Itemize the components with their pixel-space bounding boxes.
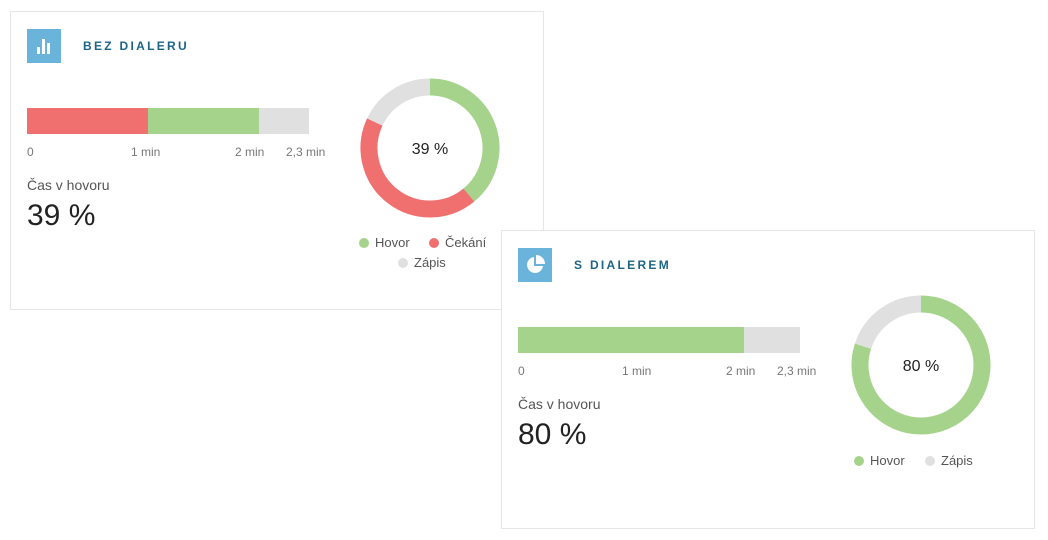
bar-segment-hovor [148,108,259,134]
legend-label: Čekání [445,235,487,250]
axis-tick: 1 min [131,145,161,159]
donut-center-label: 80 % [903,358,939,375]
legend-dot [854,455,864,466]
donut-center-label: 39 % [412,141,448,158]
donut-slice-zápis [854,295,922,350]
metric-label: Čas v hovoru [518,396,601,412]
legend-dot [398,257,408,268]
donut-slice-čekání [360,118,475,218]
legend-item-hovor: Hovor [359,235,410,250]
metric-value: 80 % [518,418,587,451]
legend-dot [429,237,439,248]
legend-item-cekani: Čekání [429,235,486,250]
donut-slice-hovor [851,295,991,435]
legend-item-zapis: Zápis [925,453,973,468]
axis-tick: 1 min [622,364,652,378]
axis-tick: 2,3 min [777,364,817,378]
card-s-dialerem: S DIALEREM 0 1 min 2 min 2,3 min Čas v h… [501,230,1035,529]
axis-tick: 2 min [726,364,756,378]
card-title: BEZ DIALERU [83,39,189,53]
legend-item-hovor: Hovor [854,453,905,468]
stacked-time-bar [27,108,309,134]
legend-label: Zápis [414,255,446,270]
bar-segment-zapis [258,108,309,134]
card-bez-dialeru: BEZ DIALERU 0 1 min 2 min 2,3 min Čas v … [10,11,544,310]
donut-chart: 80 % [851,295,991,435]
bar-chart-icon [27,29,61,63]
legend-label: Hovor [870,453,905,468]
metric-label: Čas v hovoru [27,177,110,193]
legend-item-zapis: Zápis [398,255,446,270]
legend-label: Hovor [375,235,410,250]
donut-slice-zápis [367,78,431,126]
legend-dot [359,237,369,248]
bar-segment-cekani [27,108,149,134]
legend-label: Zápis [941,453,973,468]
card-title: S DIALEREM [574,258,672,272]
donut-slice-hovor [429,78,500,202]
donut-slices [851,295,991,435]
stacked-time-bar [518,327,800,353]
axis-tick: 0 [518,364,525,378]
axis-tick: 0 [27,145,34,159]
legend-dot [925,455,935,466]
donut-slices [360,78,500,218]
pie-chart-icon [518,248,552,282]
metric-value: 39 % [27,199,96,232]
donut-chart: 39 % [360,78,500,218]
bar-segment-zapis [743,327,800,353]
axis-tick: 2 min [235,145,265,159]
bar-segment-hovor [518,327,744,353]
axis-tick: 2,3 min [286,145,326,159]
